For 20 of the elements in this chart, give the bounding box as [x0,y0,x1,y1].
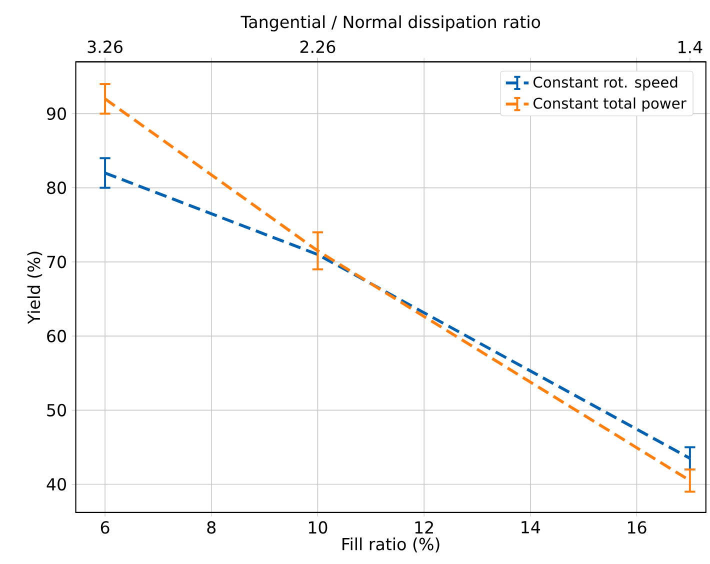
annotation: 3.26 [88,40,122,53]
legend-label: Constant total power [534,97,686,112]
x-tick-label: 16 [628,520,646,534]
x-tick-label: 8 [207,520,216,534]
annotation: 2.26 [300,40,336,53]
y-tick-label: 80 [47,181,66,194]
y-axis-title: Yield (%) [27,252,42,324]
x-axis-title: Fill ratio (%) [342,537,440,552]
y-tick-label: 50 [47,404,66,416]
y-tick-label: 90 [46,107,66,120]
x-tick-label: 10 [308,520,328,534]
x-tick-label: 6 [100,520,110,534]
y-tick-label: 70 [47,255,66,268]
legend-label: Constant rot. speed [534,76,678,90]
annotation: 1.4 [678,40,702,53]
x-tick-label: 14 [522,520,540,534]
x2-axis-title: Tangential / Normal dissipation ratio [240,15,540,32]
x-tick-label: 12 [415,520,433,534]
y-tick-label: 60 [47,330,66,342]
y-tick-label: 40 [46,478,66,490]
